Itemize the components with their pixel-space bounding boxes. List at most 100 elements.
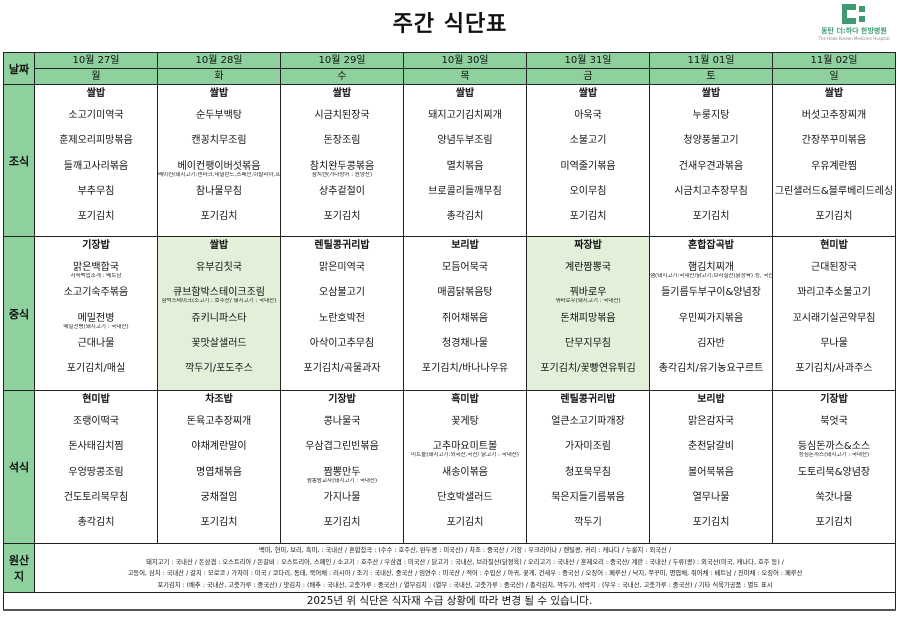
menu-item-origin-note: 참치캔(가다랑어 : 원양산) xyxy=(311,171,373,178)
menu-item: 총각김치 xyxy=(404,207,526,232)
menu-item-name: 현미밥 xyxy=(820,240,848,251)
menu-item: 포기김치/바나나우유 xyxy=(404,359,526,384)
menu-item: 참치완두콩볶음 참치캔(가다랑어 : 원양산) xyxy=(281,157,403,182)
menu-item-origin-note: 메밀전병(돼지고기 : 국내산) xyxy=(63,323,129,330)
menu-item: 포기김치 xyxy=(404,513,526,538)
menu-item: 김자반 xyxy=(650,334,772,359)
menu-item: 도토리묵&양념장 xyxy=(773,463,895,488)
menu-item: 포기김치 xyxy=(281,207,403,232)
menu-list: 쌀밥 순두부백탕 캔꽁치무조림 베이컨팽이버섯볶음 베이컨(돼지고기:덴마크,네덜란드,… xyxy=(158,85,280,232)
day-date: 10월 28일 xyxy=(157,52,281,69)
menu-item-name: 누룽지탕 xyxy=(692,110,730,121)
menu-item-name: 메밀전병 xyxy=(77,312,115,324)
menu-item-name: 큐브함박스테이크조림 xyxy=(173,287,265,299)
menu-item-name: 쥬키니파스타 xyxy=(191,312,247,324)
menu-item-name: 맑은미역국 xyxy=(319,262,365,273)
menu-list: 렌틸콩귀리밥 얼큰소고기파개장 가자미조림 청포묵무침 묵은지들기름볶음 깍두기 xyxy=(527,391,649,538)
menu-item: 볼어묵볶음 xyxy=(650,463,772,488)
menu-item: 북엇국 xyxy=(773,412,895,437)
menu-item: 꿔바로우 꿔바로우(돼지고기 : 국내산) xyxy=(527,283,649,308)
menu-item-name: 우민찌가지볶음 xyxy=(678,312,744,324)
menu-item: 춘천닭갈비 xyxy=(650,437,772,462)
menu-item-name: 건새우견과볶음 xyxy=(678,160,744,172)
day-date: 11월 02일 xyxy=(772,52,896,69)
menu-list: 기장밥 맑은백합국 자숙백합조개 : 베트남 소고기숙주볶음 메밀전병 메밀전병(돼지고기… xyxy=(35,237,157,384)
menu-item: 간장쭈꾸미볶음 xyxy=(773,131,895,156)
menu-item-name: 포기김치 xyxy=(323,211,361,223)
menu-item: 청양풍불고기 xyxy=(650,131,772,156)
menu-list: 차조밥 돈육고추장찌개 야채계란말이 명엽채볶음 궁채절임 포기김치 xyxy=(158,391,280,538)
menu-item: 등심돈까스&소스 등심돈까스(돼지고기 : 국내산) xyxy=(773,437,895,462)
breakfast-cell: 쌀밥 버섯고추장찌개 간장쭈꾸미볶음 우유계란찜 그린샐러드&블루베리드레싱 포기김치 xyxy=(772,84,896,237)
menu-item-name: 기장밥 xyxy=(82,240,110,251)
menu-item: 무나물 xyxy=(773,334,895,359)
menu-item-name: 쌀밥 xyxy=(332,88,352,99)
menu-list: 보리밥 맑은감자국 춘천닭갈비 볼어묵볶음 열무나물 포기김치 xyxy=(650,391,772,538)
menu-item: 보리밥 xyxy=(650,392,772,412)
menu-item-name: 포기김치 xyxy=(323,517,361,529)
menu-list: 쌀밥 소고기미역국 훈제오리피망볶음 들깨고사리볶음 부추무침 포기김치 xyxy=(35,85,157,232)
weekly-menu-table: 날짜 10월 27일 10월 28일 10월 29일 10월 30일 10월 31일 11월… xyxy=(3,52,896,611)
menu-list: 기장밥 북엇국 등심돈까스&소스 등심돈까스(돼지고기 : 국내산) 도토리묵&양념장 쑥… xyxy=(773,391,895,538)
origin-line: 포기김치 : (배추 : 국내산, 고춧가루 : 중국산) / 맛김치 : (배… xyxy=(157,581,773,589)
menu-item-name: 단호박샐러드 xyxy=(437,491,493,503)
origin-line: 돼지고기 : 국내산 / 돈삼겹 : 오스트리아 / 돈갈비 : 오스트리아, … xyxy=(146,558,784,566)
menu-item: 꼬시래기실곤약무침 xyxy=(773,309,895,334)
menu-item-name: 들기름두부구이&양념장 xyxy=(661,287,761,299)
menu-item-name: 얼큰소고기파개장 xyxy=(551,416,625,427)
menu-item-name: 청포묵무침 xyxy=(565,466,611,478)
menu-item-origin-note: 미트볼(돼지고기:외국산,국산/ 닭고기 : 국내산) xyxy=(411,452,519,459)
menu-item: 캔꽁치무조림 xyxy=(158,131,280,156)
day-weekday: 일 xyxy=(772,68,896,85)
menu-item-name: 쌀밥 xyxy=(209,240,229,251)
menu-item-name: 야채계란말이 xyxy=(191,441,247,453)
menu-list: 쌀밥 누룽지탕 청양풍불고기 건새우견과볶음 시금치고추장무침 포기김치 xyxy=(650,85,772,232)
menu-item: 깍두기 xyxy=(527,513,649,538)
menu-item: 렌틸콩귀리밥 xyxy=(281,238,403,258)
menu-item-name: 묵은지들기름볶음 xyxy=(551,491,625,503)
breakfast-cell: 쌀밥 돼지고기김치찌개 양념두부조림 멸치볶음 브로콜리들깨무침 총각김치 xyxy=(403,84,527,237)
menu-item-name: 소불고기 xyxy=(569,135,607,147)
menu-item-origin-note: 짬뽕왕교자(돼지고기 : 국내산) xyxy=(306,477,378,484)
menu-item: 맑은미역국 xyxy=(281,258,403,283)
menu-item: 큐브함박스테이크조림 함박스테이크(소고기 : 호주산/ 돼지고기 : 국내산) xyxy=(158,283,280,308)
menu-item: 부추무침 xyxy=(35,182,157,207)
lunch-cell: 짜장밥 계란짬뽕국 꿔바로우 꿔바로우(돼지고기 : 국내산) 돈채피망볶음 단무지무침 포… xyxy=(526,236,650,391)
menu-item: 계란짬뽕국 xyxy=(527,258,649,283)
menu-item: 총각김치/유기농요구르트 xyxy=(650,359,772,384)
menu-item: 돈채피망볶음 xyxy=(527,309,649,334)
menu-list: 쌀밥 돼지고기김치찌개 양념두부조림 멸치볶음 브로콜리들깨무침 총각김치 xyxy=(404,85,526,232)
menu-item-origin-note: 등심돈까스(돼지고기 : 국내산) xyxy=(798,452,870,459)
menu-list: 혼합잡곡밥 햄김치찌개 햄(돼지고기:국내산/닭고기:브라질산(닭정육) 등, 국산… xyxy=(650,237,772,384)
menu-item: 단호박샐러드 xyxy=(404,488,526,513)
menu-item: 포기김치 xyxy=(650,207,772,232)
menu-item: 쥬키니파스타 xyxy=(158,309,280,334)
menu-item: 돈사태김치찜 xyxy=(35,437,157,462)
menu-item-name: 볼어묵볶음 xyxy=(688,466,734,478)
menu-item-name: 무나물 xyxy=(820,337,848,349)
menu-item-name: 우삼겹그린빈볶음 xyxy=(305,441,379,453)
menu-item-name: 포기김치 xyxy=(569,211,607,223)
menu-item: 상추겉절이 xyxy=(281,182,403,207)
menu-item-name: 아삭이고추무침 xyxy=(309,337,375,349)
menu-item: 그린샐러드&블루베리드레싱 xyxy=(773,182,895,207)
menu-item: 양념두부조림 xyxy=(404,131,526,156)
menu-item: 조랭이떡국 xyxy=(35,412,157,437)
menu-item: 유부김칫국 xyxy=(158,258,280,283)
menu-item: 햄김치찌개 햄(돼지고기:국내산/닭고기:브라질산(닭정육) 등, 국산) xyxy=(650,258,772,283)
day-weekday: 월 xyxy=(34,68,158,85)
menu-item: 근대나물 xyxy=(35,334,157,359)
menu-item-name: 포기김치/사과주스 xyxy=(795,363,873,375)
menu-item: 베이컨팽이버섯볶음 베이컨(돼지고기:덴마크,네덜란드,스페인,이탈리아,프랑스 … xyxy=(158,157,280,182)
menu-item-name: 돼지고기김치찌개 xyxy=(428,110,502,121)
menu-item-name: 오삼불고기 xyxy=(319,287,365,299)
menu-list: 쌀밥 버섯고추장찌개 간장쭈꾸미볶음 우유계란찜 그린샐러드&블루베리드레싱 포기김치 xyxy=(773,85,895,232)
menu-item-name: 맑은감자국 xyxy=(688,416,734,427)
menu-list: 쌀밥 아욱국 소불고기 미역줄기볶음 오이무침 포기김치 xyxy=(527,85,649,232)
menu-item: 근대된장국 xyxy=(773,258,895,283)
menu-item: 기장밥 xyxy=(773,392,895,412)
menu-item: 훈제오리피망볶음 xyxy=(35,131,157,156)
menu-item: 콩나물국 xyxy=(281,412,403,437)
logo-subtitle: The Hada Korean Medicine Hospital xyxy=(818,36,890,41)
menu-item-name: 맑은백합국 xyxy=(73,262,119,273)
